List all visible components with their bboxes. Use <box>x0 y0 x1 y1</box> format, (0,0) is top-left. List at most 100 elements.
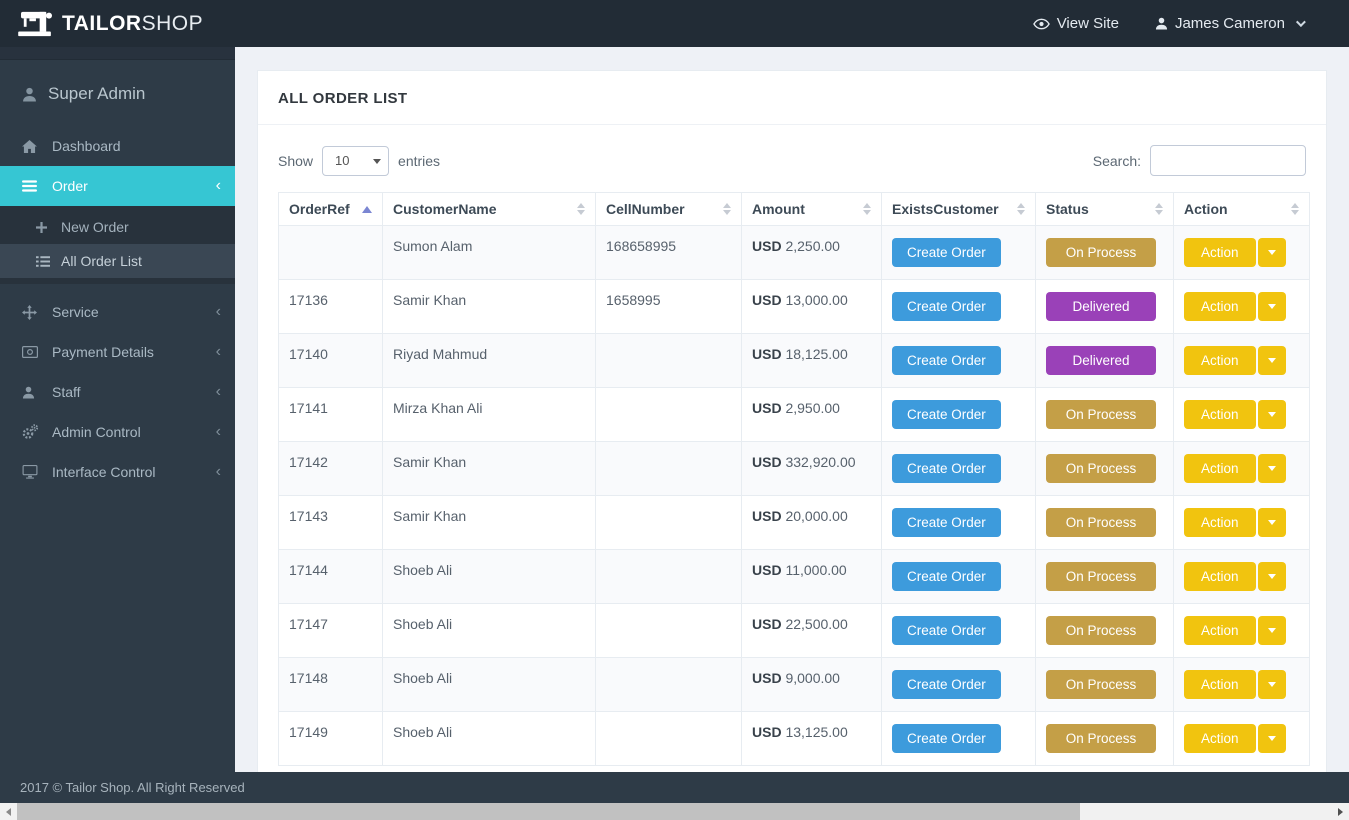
caret-down-icon <box>1267 520 1276 525</box>
create-order-button[interactable]: Create Order <box>892 238 1001 267</box>
status-cell: Delivered <box>1035 279 1174 334</box>
entries-label: entries <box>398 152 441 169</box>
action-caret-button[interactable] <box>1257 454 1286 483</box>
status-badge[interactable]: On Process <box>1046 454 1156 483</box>
order-ref-cell: 17136 <box>278 279 383 334</box>
status-cell: On Process <box>1035 495 1174 550</box>
cell-number-cell <box>595 603 742 658</box>
action-caret-button[interactable] <box>1257 508 1286 537</box>
create-order-button[interactable]: Create Order <box>892 292 1001 321</box>
navbar-right: View Site James Cameron <box>1015 0 1349 47</box>
action-caret-button[interactable] <box>1257 346 1286 375</box>
customer-name-cell: Shoeb Ali <box>382 603 596 658</box>
action-cell: Action <box>1173 441 1310 496</box>
column-label: Amount <box>752 201 805 217</box>
scroll-right-icon[interactable] <box>1332 803 1349 820</box>
brand-name: TAILORSHOP <box>62 12 203 36</box>
column-header-existscustomer[interactable]: ExistsCustomer <box>881 192 1036 226</box>
sidebar-menu: Dashboard Order ‹ New Or <box>0 126 235 492</box>
action-caret-button[interactable] <box>1257 238 1286 267</box>
action-button[interactable]: Action <box>1184 508 1256 537</box>
view-site-link[interactable]: View Site <box>1015 0 1137 47</box>
create-order-button[interactable]: Create Order <box>892 562 1001 591</box>
amount-cell: USD 2,950.00 <box>741 387 882 442</box>
status-badge[interactable]: On Process <box>1046 238 1156 267</box>
status-badge[interactable]: On Process <box>1046 508 1156 537</box>
user-icon <box>1155 17 1168 30</box>
column-header-status[interactable]: Status <box>1035 192 1174 226</box>
action-button[interactable]: Action <box>1184 238 1256 267</box>
order-ref-cell: 17140 <box>278 333 383 388</box>
sidebar-item-label: New Order <box>61 219 129 235</box>
column-header-amount[interactable]: Amount <box>741 192 882 226</box>
status-badge[interactable]: On Process <box>1046 400 1156 429</box>
order-list-card: ALL ORDER LIST Show 10 entries <box>257 70 1327 772</box>
create-order-button[interactable]: Create Order <box>892 454 1001 483</box>
column-header-orderref[interactable]: OrderRef <box>278 192 383 226</box>
create-order-button[interactable]: Create Order <box>892 346 1001 375</box>
profile-name: Super Admin <box>48 84 146 103</box>
sidebar-item-interface-control[interactable]: Interface Control ‹ <box>0 452 235 492</box>
horizontal-scrollbar[interactable] <box>0 803 1349 820</box>
column-header-cellnumber[interactable]: CellNumber <box>595 192 742 226</box>
caret-down-icon <box>1267 682 1276 687</box>
action-caret-button[interactable] <box>1257 724 1286 753</box>
order-ref-cell: 17141 <box>278 387 383 442</box>
chevron-left-icon: ‹ <box>215 177 221 194</box>
status-cell: On Process <box>1035 603 1174 658</box>
status-badge[interactable]: On Process <box>1046 724 1156 753</box>
column-header-action[interactable]: Action <box>1173 192 1310 226</box>
main-content: ALL ORDER LIST Show 10 entries <box>235 47 1349 772</box>
action-button[interactable]: Action <box>1184 724 1256 753</box>
action-caret-button[interactable] <box>1257 400 1286 429</box>
scrollbar-thumb[interactable] <box>17 803 1080 820</box>
status-badge[interactable]: Delivered <box>1046 346 1156 375</box>
action-button[interactable]: Action <box>1184 346 1256 375</box>
customer-name-cell: Samir Khan <box>382 279 596 334</box>
action-button[interactable]: Action <box>1184 400 1256 429</box>
user-menu[interactable]: James Cameron <box>1137 0 1321 47</box>
page-size-select[interactable]: 10 <box>322 145 390 176</box>
action-cell: Action <box>1173 279 1310 334</box>
brand-logo[interactable]: TAILORSHOP <box>0 0 235 47</box>
action-caret-button[interactable] <box>1257 616 1286 645</box>
create-order-button[interactable]: Create Order <box>892 616 1001 645</box>
action-button[interactable]: Action <box>1184 454 1256 483</box>
search-input[interactable] <box>1150 145 1306 176</box>
sidebar-item-staff[interactable]: Staff ‹ <box>0 372 235 412</box>
sidebar-item-all-order-list[interactable]: All Order List <box>0 244 235 278</box>
column-label: CellNumber <box>606 201 685 217</box>
action-caret-button[interactable] <box>1257 670 1286 699</box>
status-badge[interactable]: On Process <box>1046 616 1156 645</box>
sidebar-item-service[interactable]: Service ‹ <box>0 292 235 332</box>
create-order-button[interactable]: Create Order <box>892 508 1001 537</box>
action-button[interactable]: Action <box>1184 292 1256 321</box>
action-caret-button[interactable] <box>1257 292 1286 321</box>
scroll-left-icon[interactable] <box>0 803 17 820</box>
create-order-button[interactable]: Create Order <box>892 400 1001 429</box>
sidebar-item-admin-control[interactable]: Admin Control ‹ <box>0 412 235 452</box>
status-badge[interactable]: On Process <box>1046 562 1156 591</box>
column-label: OrderRef <box>289 201 350 217</box>
order-ref-cell: 17148 <box>278 657 383 712</box>
status-badge[interactable]: Delivered <box>1046 292 1156 321</box>
table-row: 17144 Shoeb Ali USD 11,000.00 Create Ord… <box>278 549 1310 604</box>
create-order-button[interactable]: Create Order <box>892 724 1001 753</box>
action-button[interactable]: Action <box>1184 616 1256 645</box>
sidebar-item-new-order[interactable]: New Order <box>0 210 235 244</box>
sidebar-item-dashboard[interactable]: Dashboard <box>0 126 235 166</box>
sidebar-item-order[interactable]: Order ‹ <box>0 166 235 206</box>
status-badge[interactable]: On Process <box>1046 670 1156 699</box>
action-button[interactable]: Action <box>1184 562 1256 591</box>
chevron-left-icon: ‹ <box>215 343 221 360</box>
action-button[interactable]: Action <box>1184 670 1256 699</box>
sidebar-item-label: Payment Details <box>52 344 154 360</box>
top-navbar: TAILORSHOP View Site <box>0 0 1349 47</box>
page-size-control: Show 10 entries <box>278 145 441 176</box>
create-order-button[interactable]: Create Order <box>892 670 1001 699</box>
amount-cell: USD 20,000.00 <box>741 495 882 550</box>
column-header-customername[interactable]: CustomerName <box>382 192 596 226</box>
sidebar-item-payment-details[interactable]: Payment Details ‹ <box>0 332 235 372</box>
action-caret-button[interactable] <box>1257 562 1286 591</box>
